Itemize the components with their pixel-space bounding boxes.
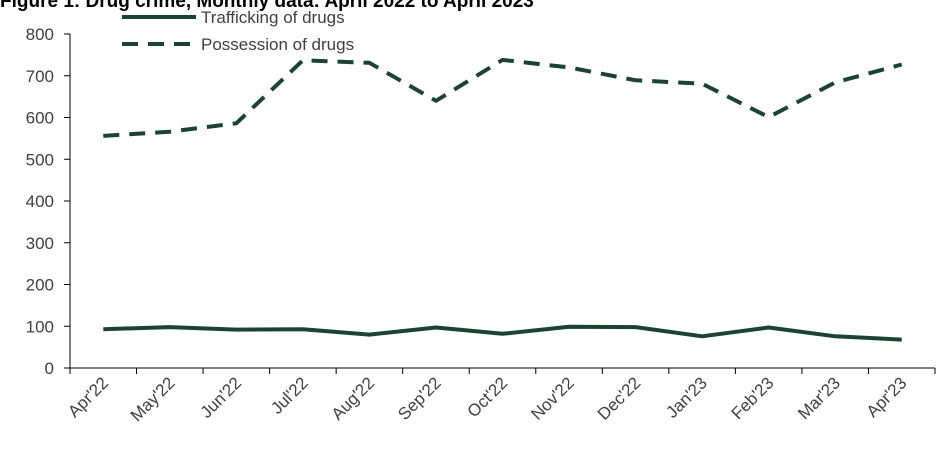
- y-tick-label: 800: [26, 25, 54, 44]
- y-tick-label: 200: [26, 276, 54, 295]
- x-tick-label: Aug'22: [328, 373, 378, 423]
- x-tick-label: Jan'23: [662, 373, 710, 421]
- y-tick-label: 0: [45, 359, 54, 378]
- axes: [69, 34, 935, 369]
- x-tick-label: Mar'23: [794, 373, 844, 423]
- legend-label: Possession of drugs: [201, 35, 354, 54]
- y-tick-label: 400: [26, 192, 54, 211]
- x-tick-label: Apr'22: [64, 373, 112, 421]
- y-tick-label: 500: [26, 150, 54, 169]
- x-axis-ticks: Apr'22 May'22 Jun'22 Jul'22 Aug'22 Sep'22 Oct'…: [64, 368, 936, 425]
- y-tick-label: 600: [26, 109, 54, 128]
- series-lines: [103, 57, 903, 342]
- legend: Trafficking of drugs Possession of drugs: [122, 8, 354, 54]
- trafficking-series-line: [103, 324, 902, 342]
- x-tick-label: Oct'22: [464, 373, 512, 421]
- x-tick-label: Feb'23: [728, 373, 778, 423]
- x-tick-label: Apr'23: [863, 373, 911, 421]
- x-tick-label: Nov'22: [527, 373, 577, 423]
- y-tick-label: 100: [26, 317, 54, 336]
- y-tick-label: 300: [26, 234, 54, 253]
- possession-series-line: [103, 57, 903, 138]
- y-axis-ticks: 0 100 200 300 400 500 600 700 800: [26, 25, 70, 378]
- x-tick-label: Sep'22: [394, 373, 444, 423]
- y-tick-label: 700: [26, 67, 54, 86]
- x-tick-label: Dec'22: [594, 373, 644, 423]
- x-tick-label: May'22: [127, 373, 179, 425]
- legend-label: Trafficking of drugs: [201, 8, 345, 27]
- chart-title: Figure 1: Drug crime, Monthly data: Apri…: [0, 0, 534, 12]
- x-tick-label: Jul'22: [267, 373, 311, 417]
- x-tick-label: Jun'22: [197, 373, 245, 421]
